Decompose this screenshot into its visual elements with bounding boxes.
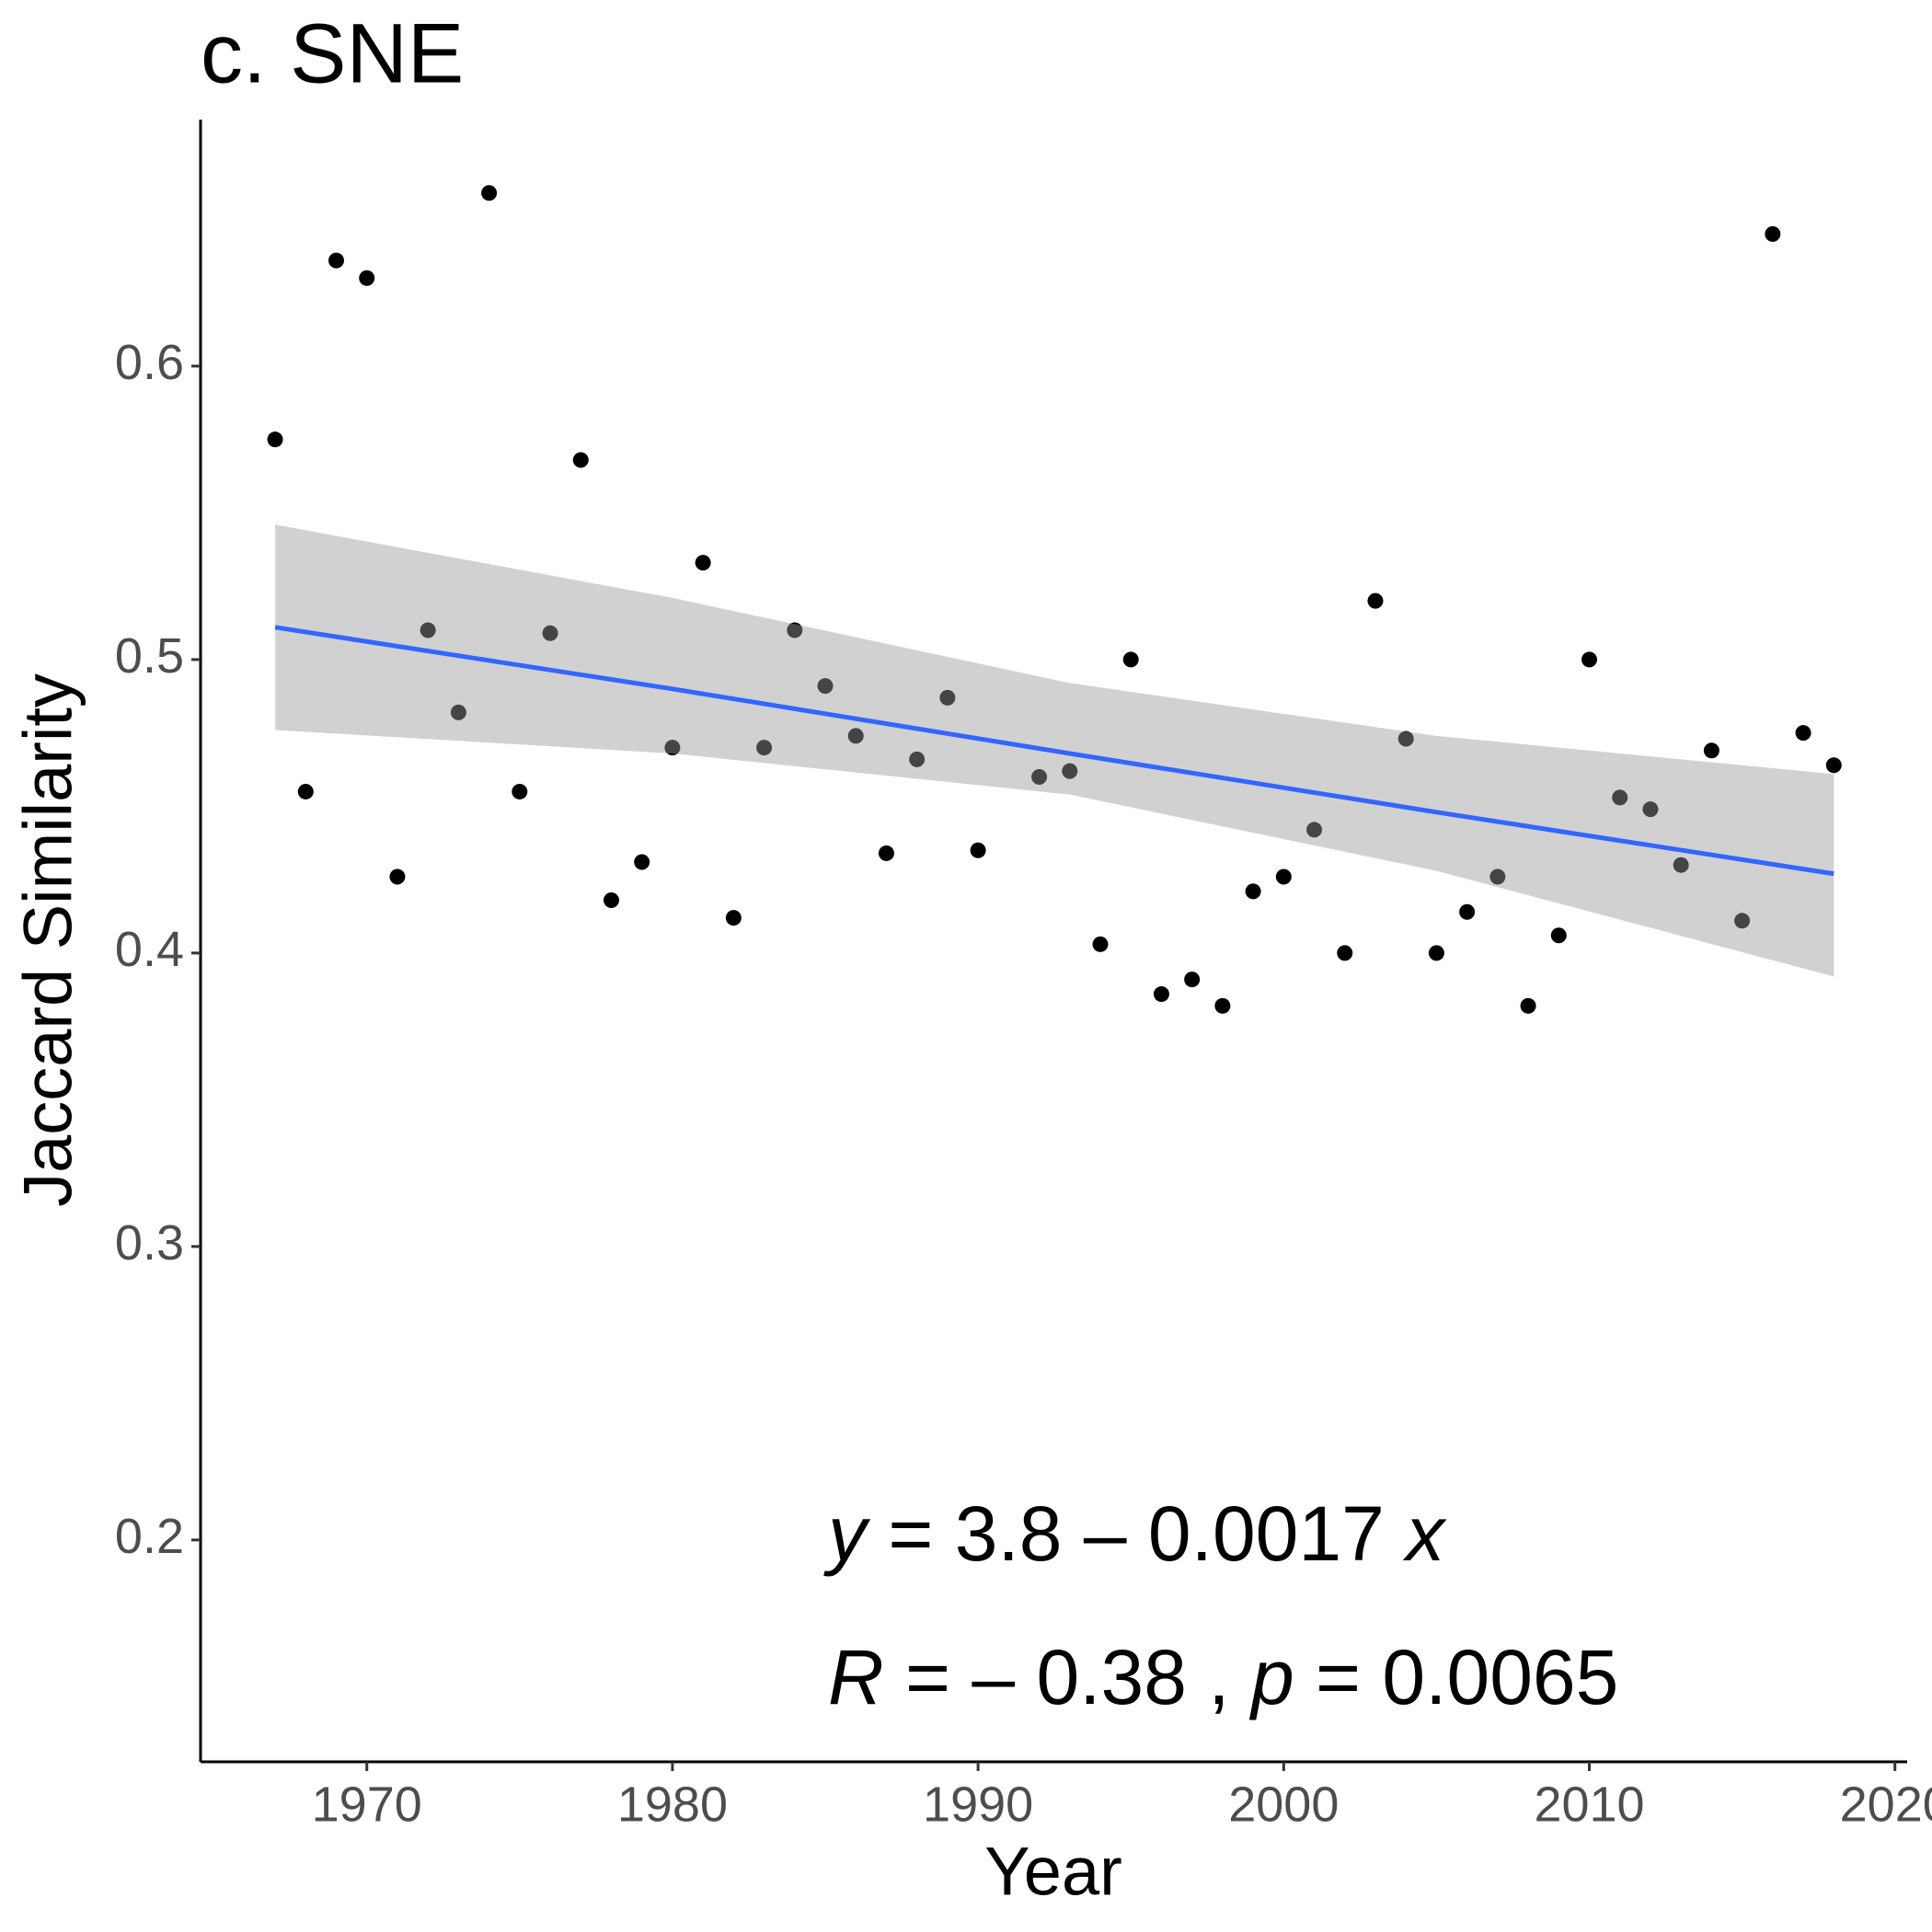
- annotation-part: = – 0.38 ,: [884, 1634, 1251, 1720]
- point: [1367, 592, 1384, 609]
- annotation-part: x: [1402, 1490, 1447, 1577]
- point: [1795, 725, 1811, 742]
- point: [1337, 945, 1353, 961]
- y-axis-title: Jaccard Similarity: [10, 673, 86, 1207]
- annotation-part: = 0.0065: [1294, 1634, 1619, 1720]
- point: [481, 185, 498, 201]
- x-tick-label: 1990: [923, 1777, 1033, 1832]
- x-tick-label: 1970: [312, 1777, 422, 1832]
- point: [1275, 868, 1292, 885]
- point: [512, 783, 528, 799]
- fit-line: [274, 625, 1834, 877]
- annotation-part: p: [1248, 1634, 1294, 1720]
- point: [817, 678, 834, 695]
- point: [1703, 742, 1719, 759]
- point: [1612, 789, 1628, 806]
- point: [1031, 769, 1048, 786]
- point: [1520, 997, 1536, 1014]
- point: [847, 728, 864, 744]
- point: [1122, 651, 1139, 668]
- point: [267, 431, 283, 448]
- point: [1459, 903, 1476, 920]
- point: [725, 910, 742, 926]
- point: [542, 625, 558, 641]
- x-tick-label: 2010: [1534, 1777, 1644, 1832]
- point: [756, 740, 773, 756]
- point: [970, 842, 986, 858]
- point: [1184, 972, 1201, 988]
- point: [1673, 857, 1689, 873]
- point: [878, 845, 894, 861]
- point: [328, 252, 344, 269]
- point: [420, 622, 436, 638]
- point: [359, 270, 375, 286]
- point: [909, 751, 926, 767]
- point: [1489, 868, 1506, 885]
- point: [389, 868, 406, 885]
- x-tick-label: 1980: [617, 1777, 728, 1832]
- point: [450, 704, 466, 720]
- point: [939, 689, 956, 706]
- point: [1642, 801, 1659, 818]
- y-tick-label: 0.4: [115, 922, 184, 977]
- y-tick-label: 0.6: [115, 335, 184, 390]
- x-axis-title: Year: [984, 1834, 1122, 1910]
- point: [297, 783, 314, 799]
- point: [695, 555, 711, 571]
- point: [1581, 651, 1598, 668]
- annotation: R = – 0.38 , p = 0.0065: [828, 1634, 1618, 1720]
- y-tick-label: 0.5: [115, 628, 184, 684]
- point: [1153, 986, 1169, 1003]
- annotation-part: R: [828, 1634, 884, 1720]
- point: [787, 622, 803, 638]
- point: [1428, 945, 1444, 961]
- chart-title: c. SNE: [201, 6, 464, 100]
- annotation-part: y: [823, 1490, 871, 1577]
- x-tick-label: 2000: [1228, 1777, 1339, 1832]
- point: [1734, 913, 1751, 929]
- point: [1092, 936, 1109, 952]
- point: [634, 854, 650, 870]
- point: [1306, 822, 1323, 838]
- point: [1397, 730, 1414, 747]
- point: [572, 452, 589, 468]
- y-tick-label: 0.3: [115, 1215, 184, 1271]
- annotation: y = 3.8 – 0.0017 x: [823, 1490, 1447, 1577]
- x-tick-label: 2020: [1840, 1777, 1932, 1832]
- annotation-part: = 3.8 – 0.0017: [867, 1490, 1406, 1577]
- point: [1825, 757, 1842, 774]
- point: [1245, 883, 1261, 900]
- point: [1062, 763, 1078, 779]
- point: [1765, 225, 1781, 242]
- y-tick-label: 0.2: [115, 1509, 184, 1564]
- point: [664, 740, 681, 756]
- point: [1214, 997, 1231, 1014]
- point: [603, 891, 619, 908]
- point: [1550, 927, 1567, 944]
